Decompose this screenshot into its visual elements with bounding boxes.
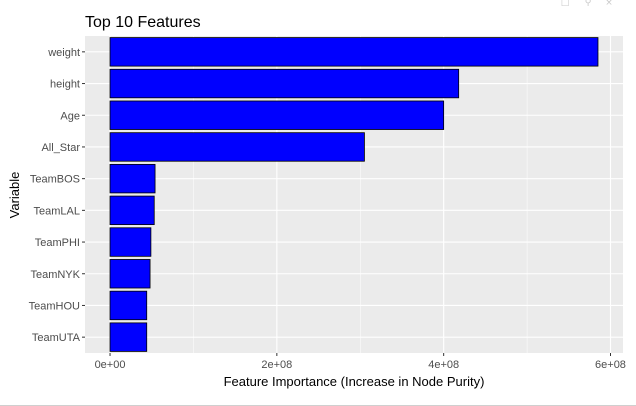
x-tick-label: 4e+08 [428, 359, 459, 371]
x-tick-label: 0e+00 [95, 359, 126, 371]
bar-teamuta [109, 322, 148, 352]
bar-teamlal [109, 195, 155, 226]
y-axis-ticks: weight height Age All_Star TeamBOS TeamLAL Tea… [29, 47, 85, 344]
close-icon[interactable]: × [605, 0, 613, 6]
y-tick-label: Age [60, 110, 80, 122]
y-tick-label: TeamBOS [30, 174, 80, 186]
x-tick-label: 6e+08 [595, 359, 626, 371]
y-tick-label: All_Star [41, 142, 80, 154]
x-tick-label: 2e+08 [261, 359, 292, 371]
zoom-icon[interactable]: ⚲ [584, 0, 592, 6]
bar-teambos [109, 163, 156, 194]
y-tick-label: TeamPHI [35, 237, 80, 249]
bar-teamnyk [109, 259, 151, 289]
bars [109, 37, 599, 352]
y-tick-label: weight [47, 47, 80, 59]
bar-height [109, 68, 460, 99]
y-axis-title: Variable [7, 172, 22, 219]
bar-teamphi [109, 227, 152, 257]
bar-weight [109, 37, 599, 67]
y-tick-label: TeamUTA [32, 332, 81, 344]
bar-age [109, 100, 445, 130]
y-tick-label: TeamNYK [30, 269, 80, 281]
y-tick-label: TeamHOU [29, 300, 80, 312]
export-icon[interactable]: □ [560, 0, 570, 6]
x-axis-title: Feature Importance (Increase in Node Pur… [224, 374, 485, 389]
chart-title: Top 10 Features [85, 14, 201, 31]
x-axis-ticks: 0e+00 2e+08 4e+08 6e+08 [95, 353, 626, 371]
y-tick-label: TeamLAL [34, 205, 80, 217]
bar-all-star [109, 132, 365, 162]
y-tick-label: height [50, 79, 80, 91]
bar-teamhou [109, 290, 148, 321]
